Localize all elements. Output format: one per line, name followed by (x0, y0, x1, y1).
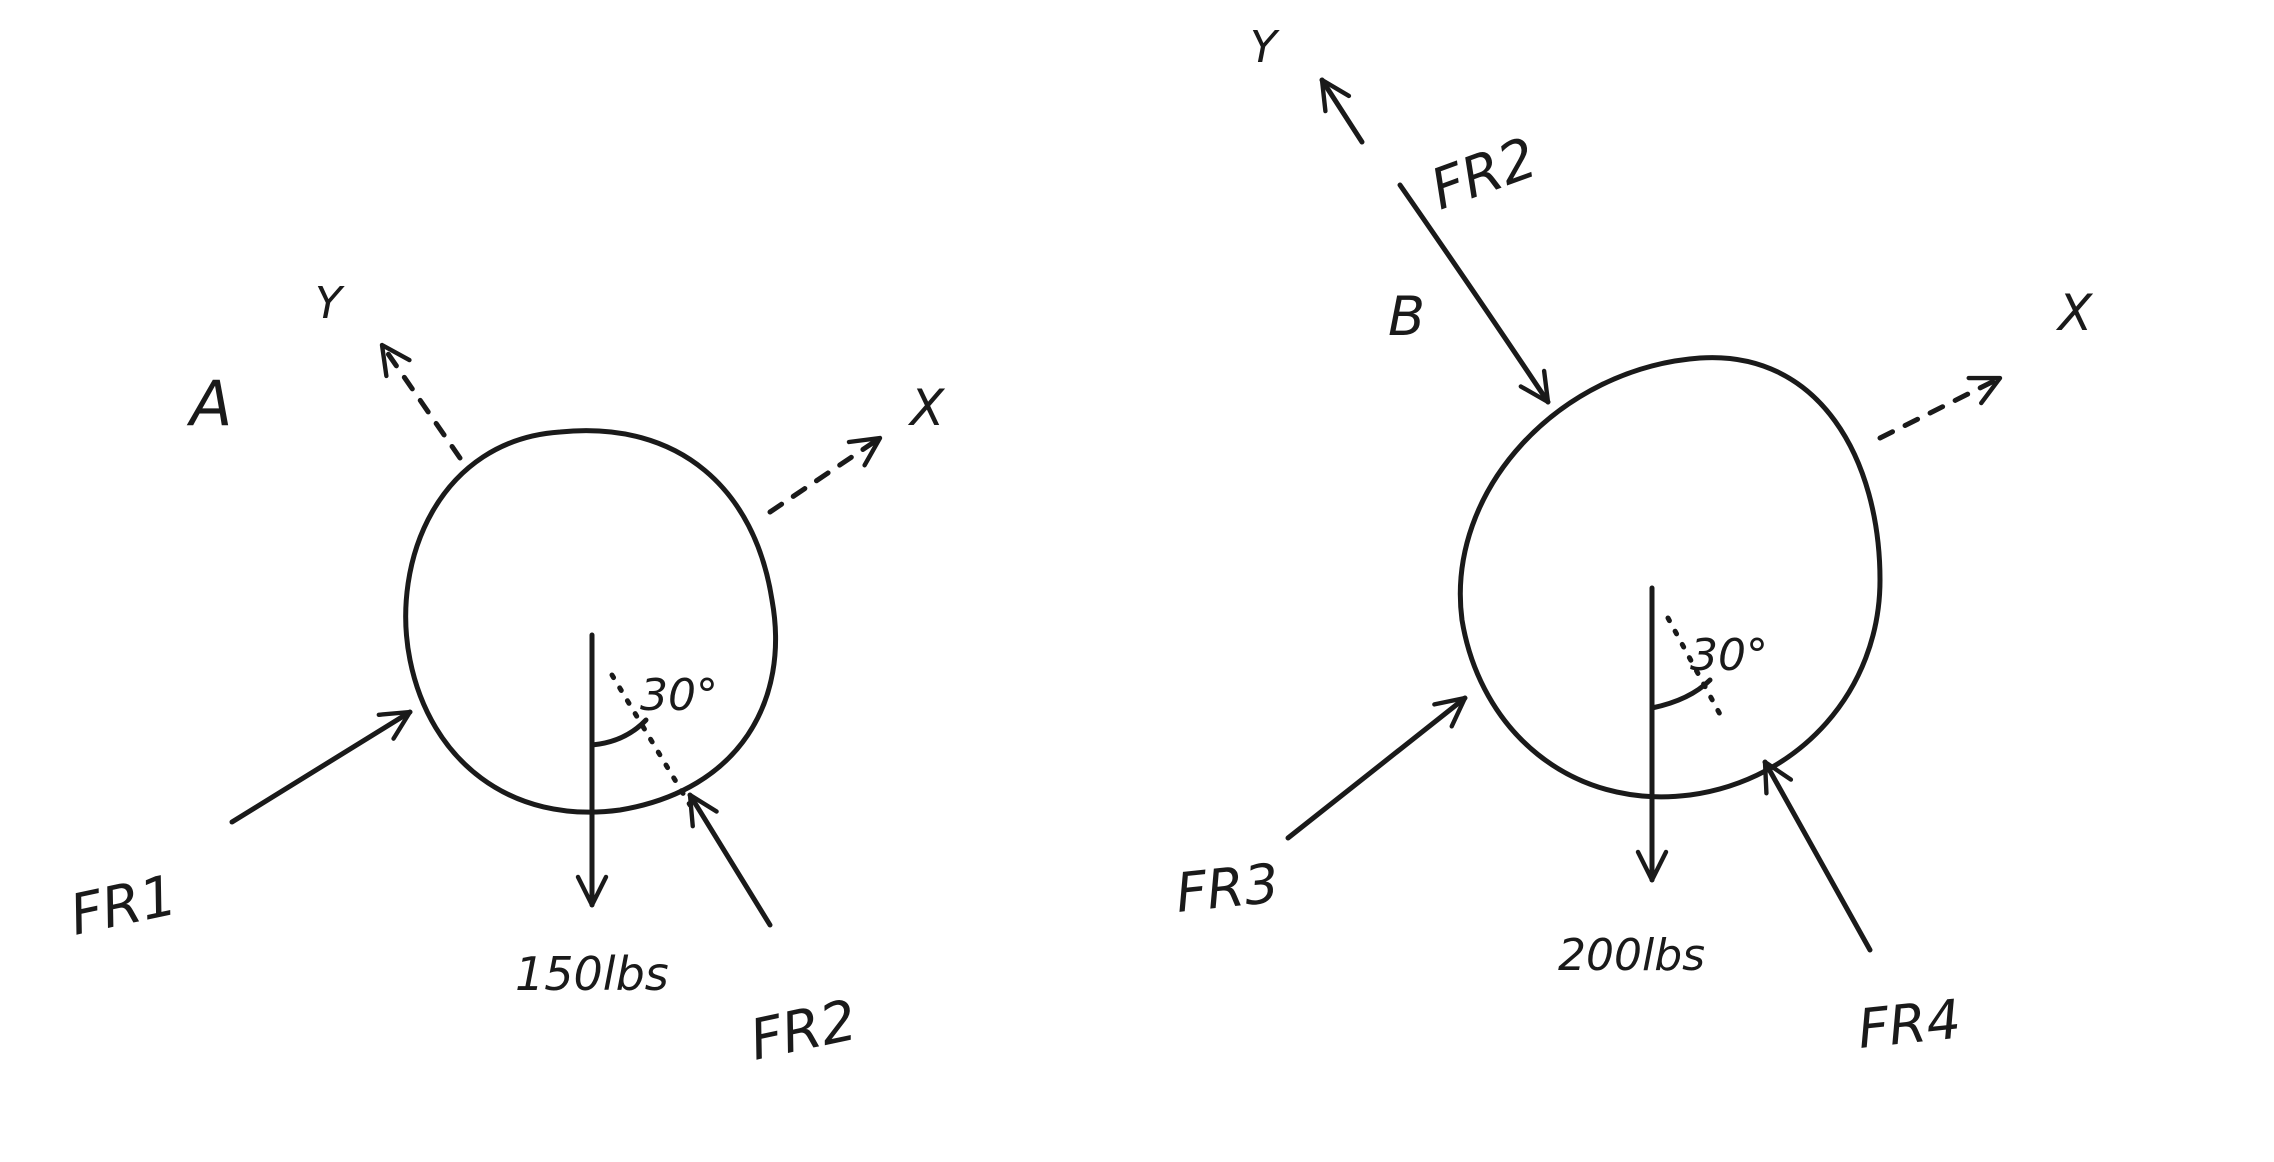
diagram-a-y-label: Y (315, 278, 345, 329)
diagram-a-x-label: X (907, 379, 946, 437)
diagram-b-fr2-arrow (1397, 182, 1551, 405)
diagram-a-y-axis (379, 342, 463, 461)
diagram-a-angle-label: 30° (640, 670, 718, 721)
diagram-a-fr1-label: FR1 (64, 863, 182, 949)
diagram-b-fr2-label: FR2 (1423, 126, 1546, 224)
diagram-a-fr2-label: FR2 (744, 988, 862, 1074)
diagram-a-label: A (186, 367, 232, 440)
diagram-b-body (1457, 355, 1883, 800)
diagram-b-angle-line (1665, 615, 1725, 721)
diagram-b-y-axis (1319, 77, 1365, 145)
diagram-a-x-axis (767, 435, 883, 515)
diagram-b-weight-label: 200lbs (1558, 930, 1705, 981)
diagram-b-fr4-arrow (1762, 759, 1873, 953)
diagram-b-x-label: X (2055, 284, 2094, 342)
diagram-b-fr3-arrow (1285, 695, 1468, 841)
diagram-a-fr2-arrow (687, 792, 773, 928)
diagram-a-body (403, 428, 778, 815)
diagram-b-fr3-label: FR3 (1173, 852, 1282, 925)
diagram-b: B Y X FR2 200lbs 30° FR3 FR4 (1173, 22, 2094, 1061)
diagram-b-fr4-label: FR4 (1855, 988, 1964, 1061)
diagram-a-angle-line (609, 672, 693, 808)
diagram-a-weight-label: 150lbs (515, 947, 669, 1001)
diagram-b-angle-label: 30° (1690, 630, 1768, 681)
diagram-a: A Y X 150lbs 30° FR1 FR2 (64, 278, 946, 1074)
diagram-a-fr1-arrow (229, 709, 413, 825)
diagram-b-label: B (1388, 285, 1425, 348)
diagram-b-angle-arc (1649, 677, 1713, 711)
diagram-b-x-axis (1877, 375, 2003, 441)
diagram-b-y-label: Y (1250, 22, 1280, 73)
diagram-a-angle-arc (589, 717, 649, 748)
